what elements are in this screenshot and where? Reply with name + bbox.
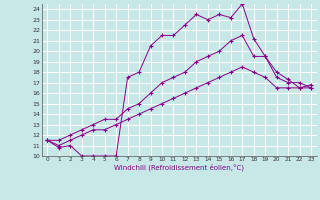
X-axis label: Windchill (Refroidissement éolien,°C): Windchill (Refroidissement éolien,°C) <box>114 164 244 171</box>
